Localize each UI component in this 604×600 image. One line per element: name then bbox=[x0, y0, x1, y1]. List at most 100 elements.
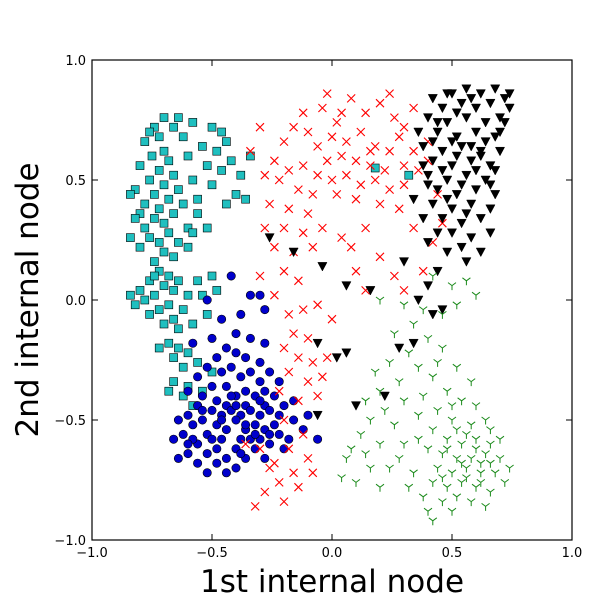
circle-marker bbox=[197, 391, 207, 401]
triangle-marker bbox=[490, 84, 501, 94]
y-tick-label: −0.5 bbox=[54, 414, 86, 429]
tri-marker bbox=[380, 407, 390, 415]
circle-marker bbox=[298, 425, 308, 435]
tri-marker bbox=[428, 479, 438, 487]
square-marker bbox=[174, 185, 183, 194]
tri-marker bbox=[433, 464, 442, 473]
square-marker bbox=[188, 118, 198, 127]
tri-marker bbox=[346, 445, 356, 454]
x-marker bbox=[279, 497, 289, 506]
tri-marker bbox=[418, 493, 428, 502]
circle-marker bbox=[231, 329, 241, 339]
triangle-marker bbox=[432, 266, 443, 277]
x-marker bbox=[298, 108, 308, 118]
triangle-marker bbox=[499, 118, 510, 128]
square-marker bbox=[231, 190, 241, 199]
tri-marker bbox=[433, 359, 442, 367]
square-marker bbox=[183, 242, 193, 252]
tri-marker bbox=[500, 479, 510, 487]
tri-marker bbox=[462, 277, 471, 286]
square-marker bbox=[188, 319, 198, 329]
square-marker bbox=[130, 300, 140, 310]
triangle-marker bbox=[413, 127, 424, 138]
triangle-marker bbox=[451, 132, 462, 142]
tri-marker bbox=[404, 349, 414, 358]
tri-marker bbox=[490, 469, 500, 478]
tri-marker bbox=[495, 455, 505, 463]
tri-marker bbox=[486, 440, 495, 449]
triangle-marker bbox=[365, 286, 376, 296]
tri-marker bbox=[433, 407, 442, 415]
triangle-marker bbox=[456, 242, 467, 253]
tri-marker bbox=[447, 402, 457, 411]
tri-marker bbox=[414, 435, 423, 444]
x-axis-label: 1st internal node bbox=[200, 564, 464, 600]
circle-marker bbox=[279, 444, 289, 454]
square-marker bbox=[159, 247, 169, 257]
square-marker bbox=[183, 151, 193, 161]
tri-marker bbox=[505, 464, 514, 473]
axis-ticks: −1.0 −0.5 0.0 0.5 1.0 −1.0 −0.5 0.0 0.5 1.0 bbox=[54, 54, 582, 561]
square-marker bbox=[193, 194, 202, 204]
square-marker bbox=[126, 190, 135, 199]
triangle-marker bbox=[432, 118, 443, 128]
tri-marker bbox=[423, 507, 433, 516]
tri-marker bbox=[452, 301, 462, 310]
tri-marker bbox=[447, 416, 457, 425]
x-marker bbox=[337, 233, 346, 242]
triangle-marker bbox=[485, 161, 496, 171]
square-marker bbox=[222, 137, 231, 146]
circle-marker bbox=[231, 348, 241, 358]
x-marker bbox=[356, 127, 366, 137]
triangle-marker bbox=[437, 103, 448, 114]
triangle-marker bbox=[446, 161, 458, 171]
circle-marker bbox=[245, 367, 255, 377]
x-marker bbox=[390, 113, 399, 122]
square-marker bbox=[178, 305, 188, 314]
x-marker bbox=[318, 223, 327, 233]
triangle-marker bbox=[427, 156, 438, 166]
circle-marker bbox=[226, 391, 236, 401]
triangle-marker bbox=[494, 127, 506, 138]
tri-marker bbox=[462, 474, 471, 483]
circle-marker bbox=[231, 401, 241, 411]
circle-marker bbox=[255, 357, 265, 367]
triangle-marker bbox=[442, 118, 453, 128]
triangle-marker bbox=[437, 166, 448, 176]
triangle-marker bbox=[437, 305, 448, 315]
triangle-marker bbox=[480, 137, 491, 147]
tri-marker bbox=[466, 421, 476, 430]
tri-marker bbox=[361, 450, 370, 459]
tri-marker bbox=[466, 498, 476, 507]
square-marker bbox=[150, 257, 159, 266]
circle-marker bbox=[313, 434, 323, 444]
circle-marker bbox=[221, 468, 231, 478]
tri-marker bbox=[428, 426, 438, 435]
tri-marker bbox=[442, 483, 452, 492]
square-marker bbox=[164, 194, 174, 204]
x-marker bbox=[351, 266, 361, 276]
triangle-marker bbox=[451, 151, 462, 162]
x-marker bbox=[284, 204, 294, 214]
triangle-marker bbox=[499, 94, 510, 104]
square-marker bbox=[202, 161, 212, 170]
x-marker bbox=[332, 190, 342, 199]
x-tick-label: 1.0 bbox=[562, 546, 583, 561]
circle-marker bbox=[202, 362, 212, 372]
tri-marker bbox=[481, 503, 490, 511]
triangle-marker bbox=[485, 180, 496, 190]
x-marker bbox=[274, 175, 284, 185]
circle-marker bbox=[303, 410, 313, 420]
tri-marker bbox=[481, 416, 490, 425]
x-marker bbox=[303, 377, 313, 386]
tri-marker bbox=[423, 445, 433, 454]
square-marker bbox=[217, 166, 226, 175]
triangle-marker bbox=[312, 410, 323, 421]
tri-marker bbox=[428, 517, 438, 526]
x-marker bbox=[399, 286, 409, 295]
x-marker bbox=[289, 122, 298, 132]
square-marker bbox=[202, 223, 212, 233]
x-marker bbox=[394, 132, 404, 142]
circle-marker bbox=[236, 309, 246, 319]
